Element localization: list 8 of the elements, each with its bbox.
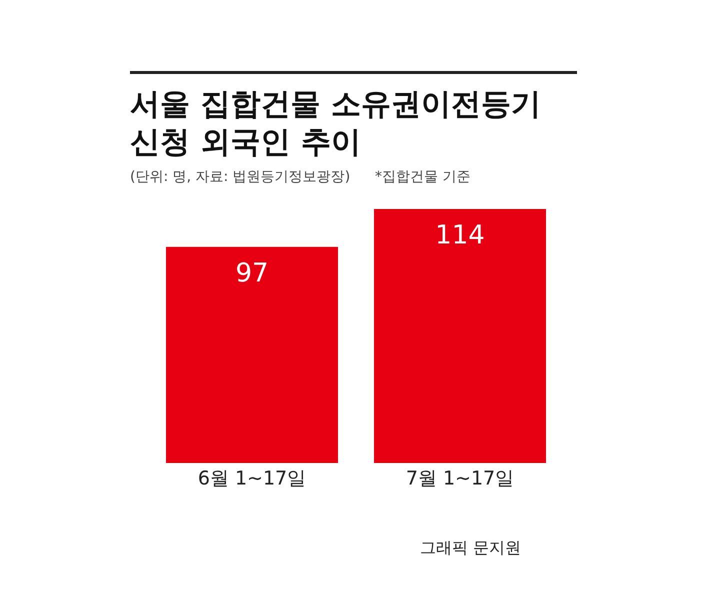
data-label: 114 [435, 220, 485, 250]
data-label: 97 [235, 258, 269, 288]
x-tick-label: 7월 1~17일 [406, 467, 514, 490]
text: *집합건물 기준 [375, 168, 470, 186]
chart-title: 서울 집합건물 소유권이전등기 신청 외국인 추이 [130, 86, 541, 162]
chart-subtitle: (단위: 명, 자료: 법원등기정보광장) [130, 168, 350, 186]
text: 그래픽 문지원 [420, 538, 522, 559]
x-tick-label: 6월 1~17일 [198, 467, 306, 490]
